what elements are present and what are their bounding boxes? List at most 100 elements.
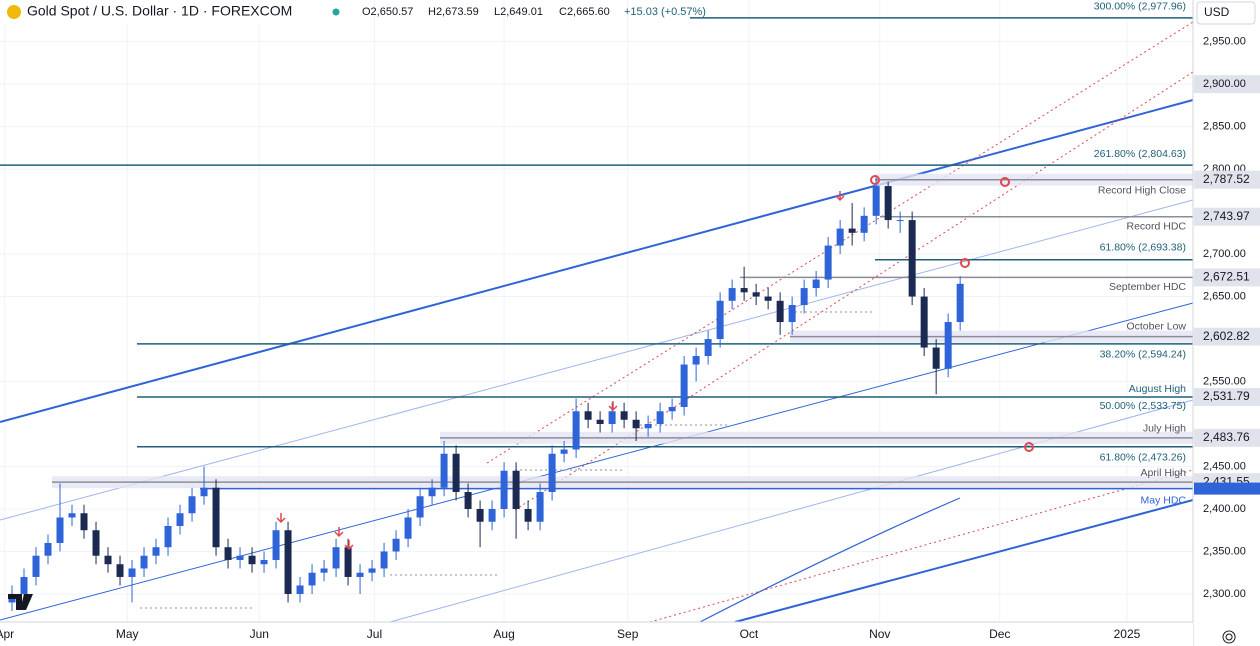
- candle-body: [128, 568, 136, 577]
- candle-body: [68, 513, 76, 518]
- candle-body: [608, 411, 616, 425]
- candle-body: [500, 470, 508, 509]
- candle-body: [788, 305, 796, 323]
- marker-circle: [1024, 442, 1034, 452]
- candle-body: [812, 279, 820, 289]
- candle-body: [560, 449, 568, 454]
- candle-body: [752, 292, 760, 297]
- candle-body: [296, 585, 304, 594]
- candle-body: [680, 364, 688, 408]
- level-label: July High: [1143, 423, 1186, 435]
- trendline: [0, 99, 1194, 423]
- candle-body: [212, 487, 220, 548]
- trendline: [0, 302, 1194, 621]
- candle-body: [56, 517, 64, 543]
- ohlc-low: L2,649.01: [494, 6, 543, 18]
- candle-body: [356, 572, 364, 577]
- marker-circle: [870, 175, 880, 185]
- candle-body: [224, 547, 232, 560]
- candle-body: [440, 453, 448, 488]
- axis-level-label: 2,672.51: [1203, 270, 1250, 284]
- candle-body: [416, 496, 424, 518]
- y-tick-label: 2,550.00: [1203, 375, 1246, 387]
- level-label: 61.80% (2,473.26): [1100, 452, 1186, 464]
- candle-body: [452, 453, 460, 492]
- currency-button[interactable]: [1196, 1, 1256, 25]
- candle-body: [188, 496, 196, 514]
- candle-body: [164, 525, 172, 548]
- y-tick-label: 2,900.00: [1203, 78, 1246, 90]
- trendline: [734, 499, 1194, 623]
- dotted-levels: [140, 311, 875, 609]
- marker-arrow: [344, 540, 354, 551]
- axis-level-box: [1194, 207, 1260, 226]
- grid: [0, 0, 1193, 622]
- level-label: 300.00% (2,977.96): [1094, 1, 1186, 13]
- axis-level-label: 2,531.79: [1203, 389, 1250, 403]
- candle-body: [716, 300, 724, 340]
- axis-level-label: 2,743.97: [1203, 209, 1250, 223]
- axis-level-label: 2,483.76: [1203, 430, 1250, 444]
- candle-body: [596, 419, 604, 425]
- candle-body: [92, 530, 100, 556]
- candle-body: [908, 220, 916, 297]
- axes: 2,950.002,900.002,850.002,800.002,700.00…: [0, 36, 1260, 641]
- trendline: [0, 199, 1194, 521]
- candle-body: [668, 407, 676, 412]
- axis-level-box: [1194, 482, 1260, 495]
- y-tick-label: 2,950.00: [1203, 36, 1246, 48]
- candle-body: [104, 555, 112, 565]
- level-label: 50.00% (2,533.75): [1100, 400, 1186, 412]
- marker-arrow: [334, 527, 344, 538]
- candle-body: [44, 542, 52, 556]
- x-tick-label: Jun: [250, 627, 269, 641]
- candle-body: [920, 296, 928, 348]
- x-tick-label: Aug: [493, 627, 514, 641]
- level-label: May HDC: [1140, 494, 1186, 506]
- ohlc-change: +15.03 (+0.57%): [624, 6, 706, 18]
- candle-body: [488, 508, 496, 522]
- level-label: April High: [1140, 467, 1186, 479]
- candle-body: [836, 228, 844, 246]
- candle-body: [848, 228, 856, 233]
- candle-body: [884, 186, 892, 221]
- candle-body: [428, 487, 436, 497]
- level-label: October Low: [1126, 320, 1186, 332]
- candle-body: [644, 424, 652, 429]
- candle-body: [584, 411, 592, 420]
- candle-body: [704, 339, 712, 357]
- candle-body: [464, 491, 472, 509]
- candle-body: [956, 283, 964, 323]
- candle-body: [860, 215, 868, 233]
- currency[interactable]: USD: [1204, 5, 1230, 19]
- candle-body: [152, 547, 160, 556]
- status-dot: [332, 8, 340, 16]
- candle-body: [380, 551, 388, 569]
- candle-body: [116, 564, 124, 577]
- candle-body: [896, 220, 904, 222]
- candle-body: [392, 538, 400, 552]
- candle-body: [284, 530, 292, 594]
- level-label: September HDC: [1109, 281, 1186, 293]
- x-tick-label: Nov: [869, 627, 890, 641]
- symbol-icon: [7, 5, 21, 19]
- axis-level-box: [1194, 170, 1260, 189]
- candle-body: [320, 568, 328, 573]
- candles: [8, 177, 964, 611]
- y-tick-label: 2,850.00: [1203, 121, 1246, 133]
- marker-circle: [1000, 177, 1010, 187]
- symbol-title[interactable]: Gold Spot / U.S. Dollar · 1D · FOREXCOM: [27, 3, 292, 19]
- marker-circle: [960, 258, 970, 268]
- axis-level-box: [1194, 428, 1260, 447]
- settings-icon[interactable]: [1222, 630, 1236, 644]
- candle-body: [548, 453, 556, 492]
- x-tick-label: Sep: [617, 627, 639, 641]
- ohlc-open: O2,650.57: [362, 6, 413, 18]
- ohlc-close: C2,665.60: [559, 6, 610, 18]
- levels: 300.00% (2,977.96) 261.80% (2,804.63) Reco…: [0, 1, 1193, 506]
- candle-body: [740, 288, 748, 293]
- candle-body: [620, 411, 628, 420]
- candle-body: [824, 245, 832, 280]
- candle-body: [200, 487, 208, 497]
